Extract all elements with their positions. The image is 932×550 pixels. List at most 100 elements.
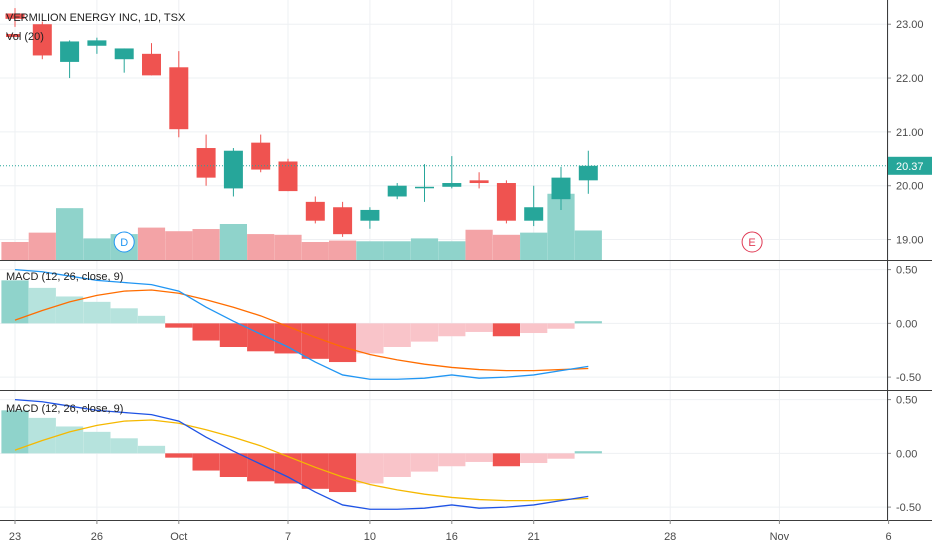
volume-bar — [83, 238, 111, 260]
volume-bar — [438, 241, 466, 260]
time-axis-label: Oct — [170, 531, 187, 543]
macd-histogram-bar — [520, 453, 548, 464]
macd-axis-label: 0.00 — [896, 448, 917, 460]
time-axis-label: 26 — [91, 531, 103, 543]
time-axis-label: 21 — [528, 531, 540, 543]
macd-histogram-bar — [438, 323, 466, 337]
volume-bar — [137, 227, 166, 260]
volume-bar — [192, 229, 220, 260]
macd-histogram-bar — [383, 323, 411, 347]
price-axis-label: 21.00 — [896, 127, 924, 139]
candle-body — [251, 142, 271, 170]
candle-body — [32, 24, 52, 56]
macd-histogram-bar — [574, 451, 602, 454]
volume-bar — [356, 241, 384, 260]
macd-histogram-bar — [192, 323, 220, 341]
macd-histogram-bar — [410, 323, 439, 342]
macd-histogram-bar — [356, 453, 384, 484]
price-axis-label: 22.00 — [896, 73, 924, 85]
macd-axis-label: -0.50 — [896, 502, 921, 514]
volume-bar — [520, 232, 548, 260]
candle-body — [496, 183, 516, 221]
macd-histogram-bar — [410, 453, 439, 472]
time-axis-label: 16 — [446, 531, 458, 543]
candle-body — [223, 150, 243, 189]
volume-bar — [329, 240, 357, 260]
volume-bar — [574, 230, 602, 260]
macd-histogram-bar — [192, 453, 220, 471]
candle-body — [415, 186, 434, 189]
volume-bar — [492, 234, 520, 260]
time-axis-label: Nov — [770, 531, 790, 543]
macd-histogram-bar — [1, 410, 29, 454]
macd-1-label: MACD (12, 26, close, 9) — [6, 271, 123, 283]
macd-histogram-bar — [137, 445, 166, 454]
macd-signal-line — [14, 419, 589, 502]
macd-histogram-bar — [219, 323, 247, 347]
volume-bar — [301, 242, 329, 260]
macd-histogram-bar — [438, 453, 466, 467]
macd-histogram-bar — [28, 287, 56, 324]
volume-legend-label: Vol (20) — [6, 31, 44, 43]
volume-legend-swatch — [6, 34, 20, 37]
macd-histogram-bar — [28, 417, 56, 454]
macd-histogram-bar — [356, 323, 384, 354]
candle-body — [551, 177, 571, 200]
macd-axis-label: 0.50 — [896, 265, 917, 277]
candle-body — [5, 13, 25, 19]
macd-histogram-bar — [1, 280, 29, 324]
macd-histogram-bar — [56, 296, 84, 324]
macd-histogram-bar — [329, 323, 357, 363]
macd-histogram-bar — [574, 321, 602, 324]
last-price-badge — [888, 156, 932, 175]
event-marker-letter: D — [120, 237, 128, 249]
candle-body — [60, 41, 80, 62]
volume-bar — [410, 238, 439, 260]
candle-body — [87, 40, 107, 46]
macd-histogram-bar — [110, 438, 138, 454]
candle-body — [196, 148, 216, 178]
macd-axis-label: -0.50 — [896, 372, 921, 384]
time-axis-label: 6 — [886, 531, 892, 543]
candle-body — [578, 165, 598, 181]
event-marker-letter: E — [748, 237, 755, 249]
macd-histogram-bar — [383, 453, 411, 477]
macd-histogram-bar — [465, 323, 493, 332]
macd-histogram-bar — [492, 323, 520, 337]
price-axis-label: 19.00 — [896, 235, 924, 247]
candle-body — [114, 48, 134, 60]
candle-body — [169, 67, 189, 130]
macd-histogram-bar — [83, 431, 111, 454]
macd-histogram-bar — [137, 315, 166, 324]
macd-histogram-bar — [465, 453, 493, 462]
macd-histogram-bar — [56, 426, 84, 454]
macd-histogram-bar — [165, 453, 193, 458]
macd-axis-label: 0.00 — [896, 318, 917, 330]
macd-histogram-bar — [274, 323, 302, 354]
candle-body — [278, 161, 298, 192]
candle-body — [524, 207, 544, 221]
macd-histogram-bar — [274, 453, 302, 484]
volume-bar — [274, 234, 302, 260]
macd-axis-label: 0.50 — [896, 395, 917, 407]
time-axis-label: 10 — [364, 531, 376, 543]
macd-line — [14, 398, 589, 510]
volume-bar — [465, 229, 493, 260]
price-axis-label: 20.00 — [896, 181, 924, 193]
candle-body — [469, 180, 489, 184]
time-axis-label: 7 — [285, 531, 291, 543]
volume-bar — [56, 208, 84, 260]
time-axis-label: 28 — [664, 531, 676, 543]
last-price-label: 20.37 — [896, 161, 924, 173]
event-marker — [113, 231, 135, 253]
candle-body — [360, 209, 380, 221]
time-axis-label: 23 — [9, 531, 21, 543]
price-axis-label: 23.00 — [896, 19, 924, 31]
macd-2-label: MACD (12, 26, close, 9) — [6, 403, 123, 415]
candle-body — [333, 207, 353, 235]
macd-histogram-bar — [165, 323, 193, 328]
macd-histogram-bar — [520, 323, 548, 334]
candle-body — [387, 185, 407, 197]
macd-histogram-bar — [247, 453, 275, 482]
